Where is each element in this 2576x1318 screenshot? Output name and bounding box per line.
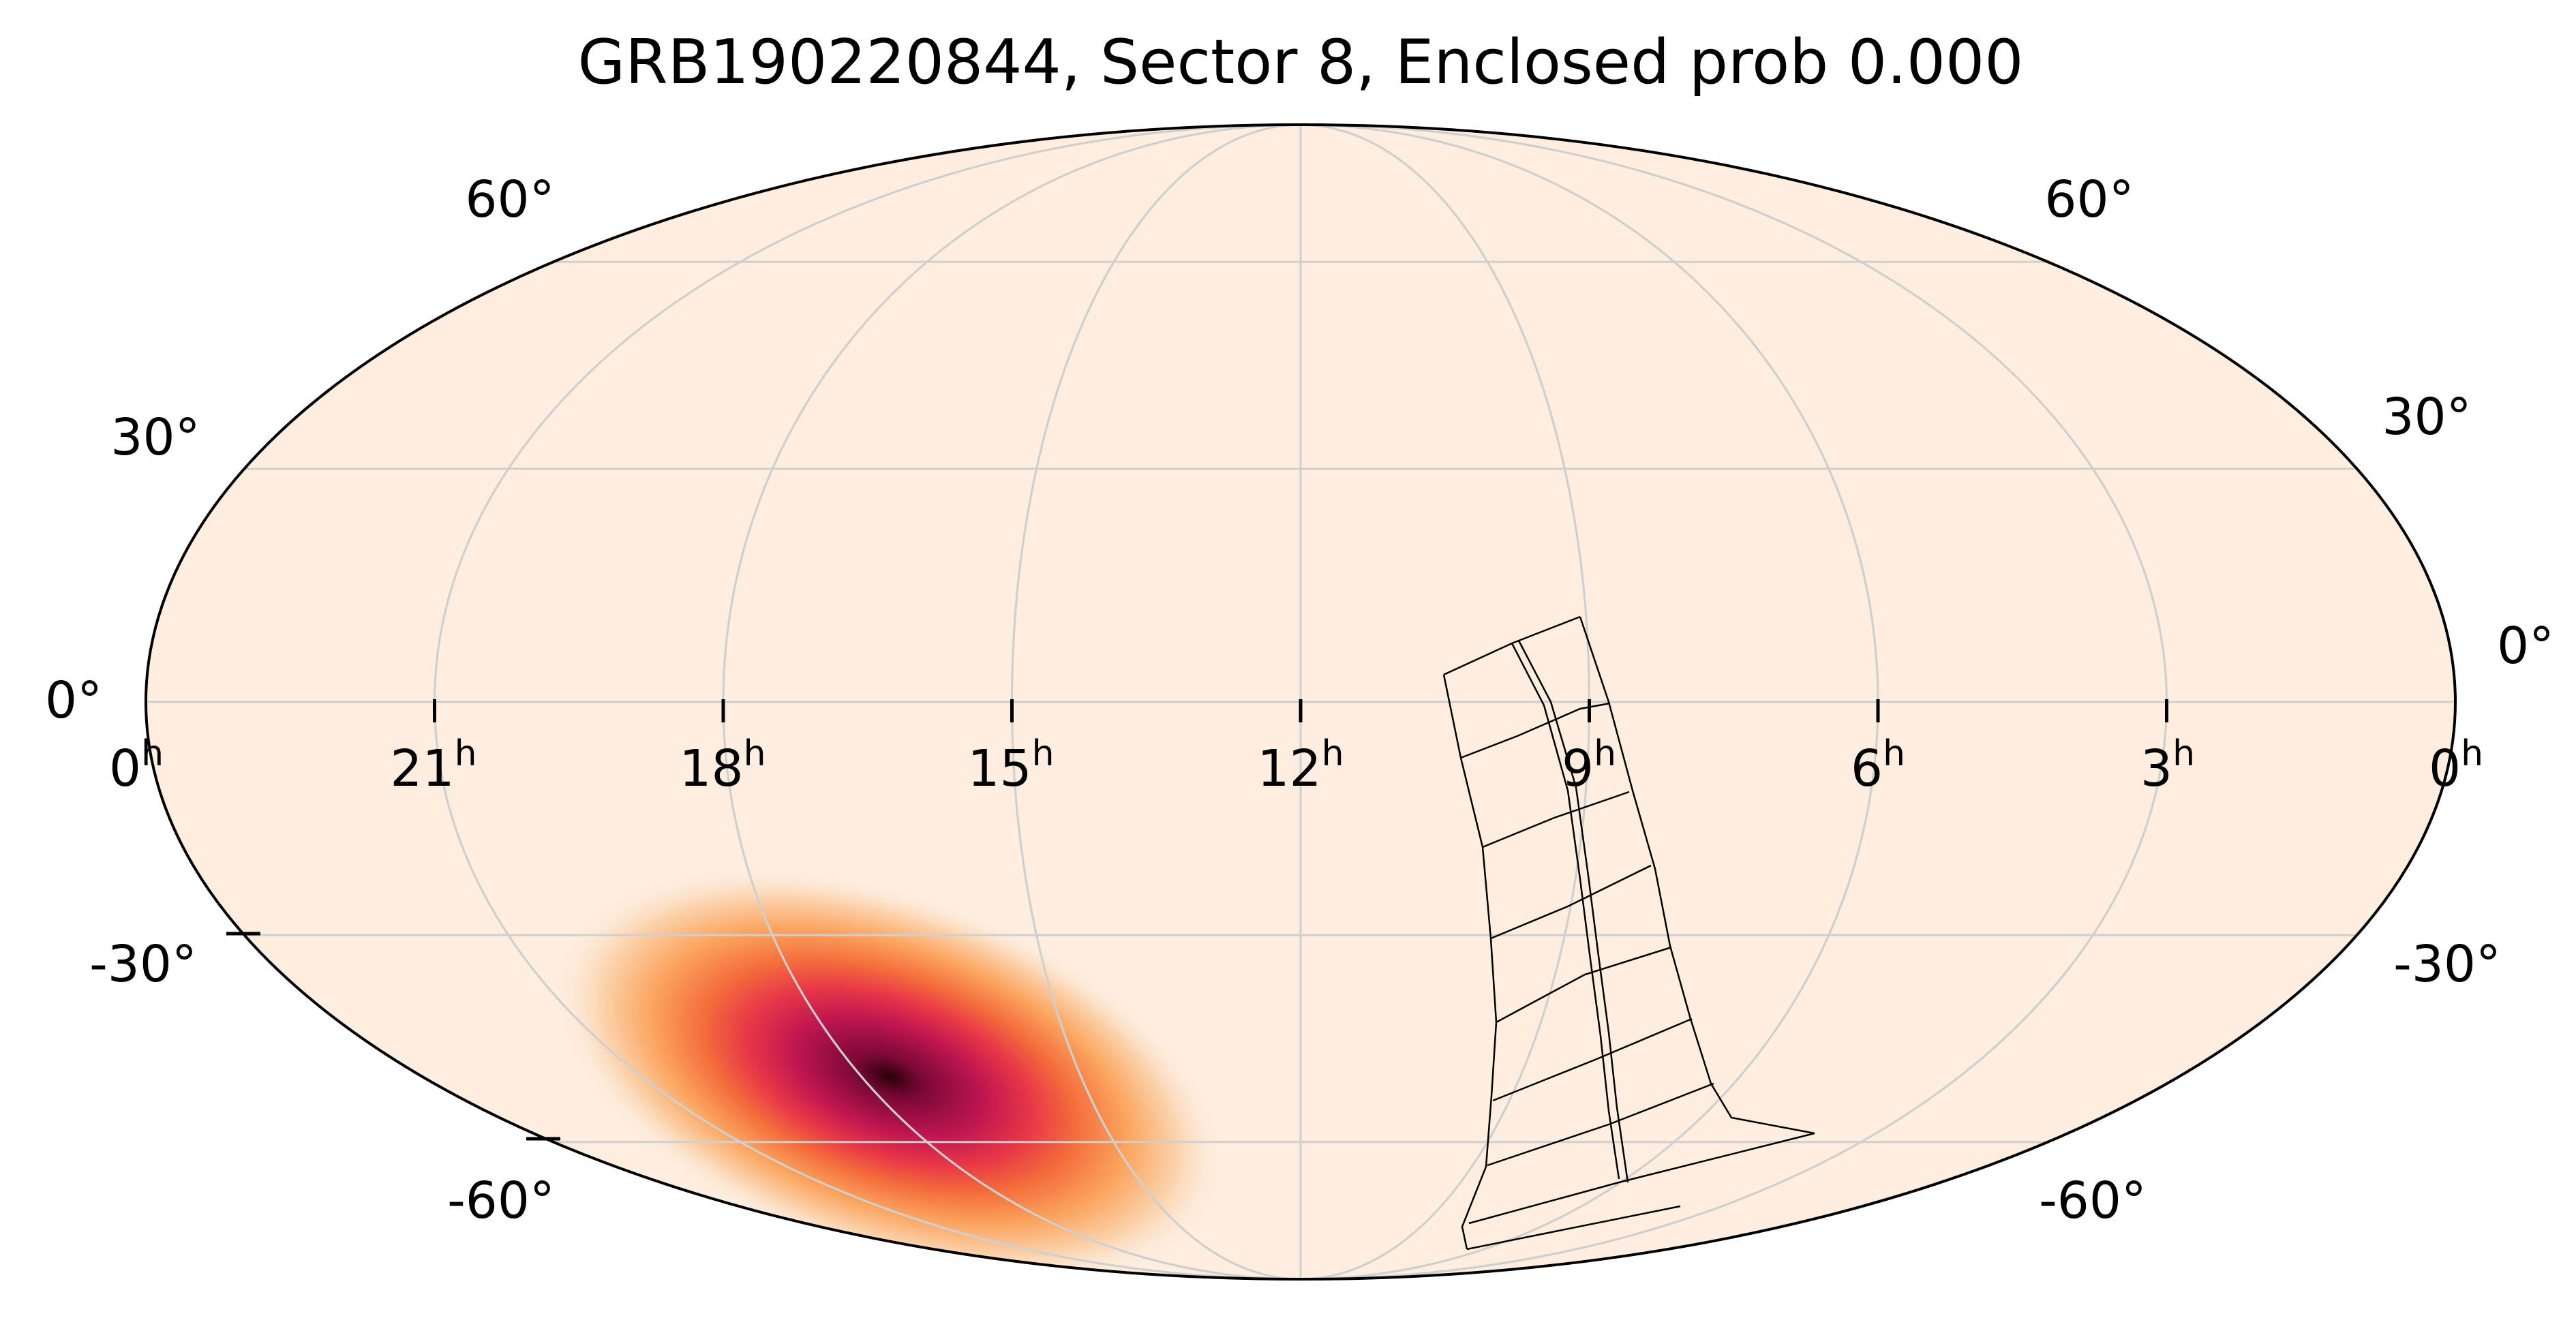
ra-label-6: 6h	[1851, 733, 1905, 798]
tess-sector-footprint	[1442, 615, 1815, 1251]
footprint-camera-seam	[1517, 640, 1629, 1183]
footprint-ccd-boundary	[1460, 702, 1611, 759]
footprint-ccd-boundary	[1487, 1082, 1714, 1167]
footprint-ccd-boundary	[1496, 946, 1672, 1024]
ra-label-3: 3h	[2140, 733, 2195, 798]
footprint-edge-right	[1579, 616, 1815, 1135]
ra-label-12: 12h	[1257, 733, 1344, 798]
dec-left-60: 60°	[465, 170, 554, 229]
dec-right-m60: -60°	[2039, 1171, 2147, 1230]
dec-right-30: 30°	[2382, 388, 2471, 446]
dec-ticks	[226, 699, 2168, 1141]
ra-label-9: 9h	[1562, 733, 1616, 798]
footprint-ccd-boundary	[1466, 1205, 1681, 1251]
dec-right-60: 60°	[2044, 170, 2134, 229]
dec-right-m30: -30°	[2393, 935, 2501, 994]
footprint-ccd-boundary	[1443, 615, 1581, 676]
dec-left-m30: -30°	[89, 935, 197, 994]
ra-label-18: 18h	[679, 733, 766, 798]
map-outline	[145, 123, 2457, 1281]
dec-tick-labels-left: 60° 30° 0° -30° -60°	[45, 170, 555, 1230]
footprint-ccd-boundary	[1492, 1017, 1693, 1102]
ra-label-21: 21h	[390, 733, 476, 798]
dec-left-0: 0°	[45, 671, 102, 730]
dec-left-30: 30°	[110, 408, 200, 467]
footprint-ccd-boundary	[1490, 864, 1652, 940]
dec-tick-labels-right: 60° 30° 0° -30° -60°	[2039, 170, 2554, 1230]
localization-probability-blob	[550, 865, 1229, 1279]
map-title: GRB190220844, Sector 8, Enclosed prob 0.…	[577, 27, 2023, 98]
ra-tick-labels: 0h 21h 18h 15h 12h 9h 6h 3h 0h	[109, 733, 2483, 798]
ra-label-0-left: 0h	[109, 733, 164, 798]
ra-label-0-right: 0h	[2429, 733, 2483, 798]
ra-label-15: 15h	[967, 733, 1054, 798]
dec-left-m60: -60°	[447, 1171, 555, 1230]
footprint-ccd-boundary	[1482, 791, 1630, 848]
footprint-ccd-boundary	[1468, 1132, 1815, 1225]
dec-right-0: 0°	[2497, 617, 2554, 675]
footprint-camera-seam	[1511, 643, 1620, 1180]
